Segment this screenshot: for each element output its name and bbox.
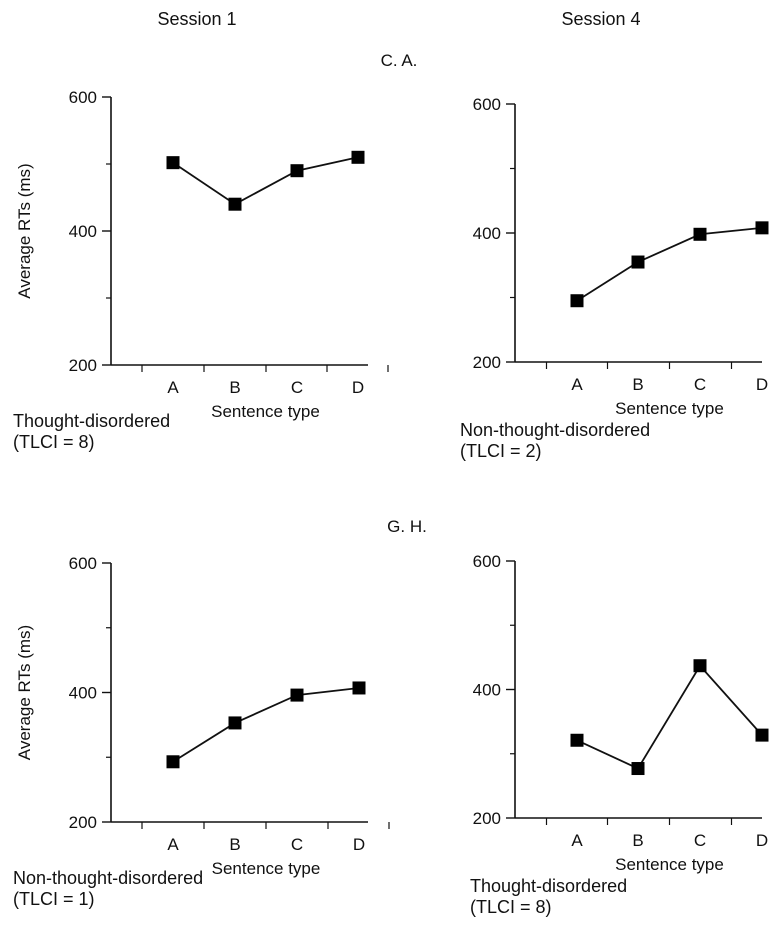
panel-caption-tlci: (TLCI = 1) (13, 889, 95, 909)
data-point-marker (755, 728, 769, 742)
y-tick-label: 200 (473, 353, 501, 372)
data-point-marker (290, 164, 304, 178)
data-point-marker (351, 150, 365, 164)
series-line (172, 156, 359, 206)
panel-caption-group: Thought-disordered (13, 411, 170, 431)
data-point-marker (693, 227, 707, 241)
x-tick-label: C (291, 835, 303, 854)
y-tick-label: 200 (473, 809, 501, 828)
y-tick-label: 200 (69, 813, 97, 832)
x-tick-label: B (632, 375, 643, 394)
chart-panel-4: 200 400 600 A B C D Sentence type Thought-disord… (470, 552, 769, 917)
x-tick-label: C (694, 831, 706, 850)
panel-caption-tlci: (TLCI = 8) (13, 432, 95, 452)
series-line (576, 664, 763, 770)
data-point-marker (166, 755, 180, 769)
y-tick-label: 600 (69, 88, 97, 107)
x-tick-label: D (756, 831, 768, 850)
patient-ca-label: C. A. (381, 51, 418, 70)
y-axis-label: Average RTs (ms) (15, 163, 34, 298)
x-tick-label: A (167, 378, 179, 397)
x-tick-label: D (756, 375, 768, 394)
chart-panels: 200 400 600 A B C D Sentence type Average RTs (m… (13, 88, 769, 917)
panel-caption-group: Thought-disordered (470, 876, 627, 896)
data-point-marker (166, 156, 180, 170)
y-tick-label: 200 (69, 356, 97, 375)
data-point-marker (631, 255, 645, 269)
data-point-marker (290, 688, 304, 702)
x-tick-label: A (571, 831, 583, 850)
x-tick-label: B (632, 831, 643, 850)
x-tick-label: B (229, 835, 240, 854)
series-line (172, 687, 360, 763)
panel-caption-tlci: (TLCI = 8) (470, 897, 552, 917)
x-tick-label: C (291, 378, 303, 397)
data-point-marker (570, 733, 584, 747)
data-point-marker (352, 681, 366, 695)
y-tick-label: 400 (69, 222, 97, 241)
panel-caption-group: Non-thought-disordered (460, 420, 650, 440)
data-point-marker (228, 716, 242, 730)
session-4-header: Session 4 (561, 9, 640, 29)
y-tick-label: 600 (473, 95, 501, 114)
y-tick-label: 400 (473, 224, 501, 243)
x-axis-label: Sentence type (212, 859, 321, 878)
x-tick-label: A (571, 375, 583, 394)
x-axis-label: Sentence type (211, 402, 320, 421)
y-tick-label: 600 (69, 554, 97, 573)
x-tick-label: C (694, 375, 706, 394)
x-tick-label: B (229, 378, 240, 397)
panel-caption-group: Non-thought-disordered (13, 868, 203, 888)
y-axis-label: Average RTs (ms) (15, 625, 34, 760)
data-point-marker (755, 221, 769, 235)
data-point-marker (570, 294, 584, 308)
panel-caption-tlci: (TLCI = 2) (460, 441, 542, 461)
x-axis-label: Sentence type (615, 399, 724, 418)
data-point-marker (631, 762, 645, 776)
chart-panel-2: 200 400 600 A B C D Sentence type Non-thought-di… (460, 95, 769, 461)
session-1-header: Session 1 (157, 9, 236, 29)
y-tick-label: 400 (473, 681, 501, 700)
y-tick-label: 600 (473, 552, 501, 571)
x-tick-label: A (167, 835, 179, 854)
data-point-marker (228, 197, 242, 211)
patient-gh-label: G. H. (387, 517, 427, 536)
y-tick-label: 400 (69, 684, 97, 703)
x-tick-label: D (352, 378, 364, 397)
data-point-marker (693, 659, 707, 673)
x-tick-label: D (353, 835, 365, 854)
chart-panel-3: 200 400 600 A B C D Sentence type Average RTs (m… (13, 554, 390, 909)
series-line (576, 226, 763, 302)
x-axis-label: Sentence type (615, 855, 724, 874)
chart-panel-1: 200 400 600 A B C D Sentence type Average RTs (m… (13, 88, 389, 452)
